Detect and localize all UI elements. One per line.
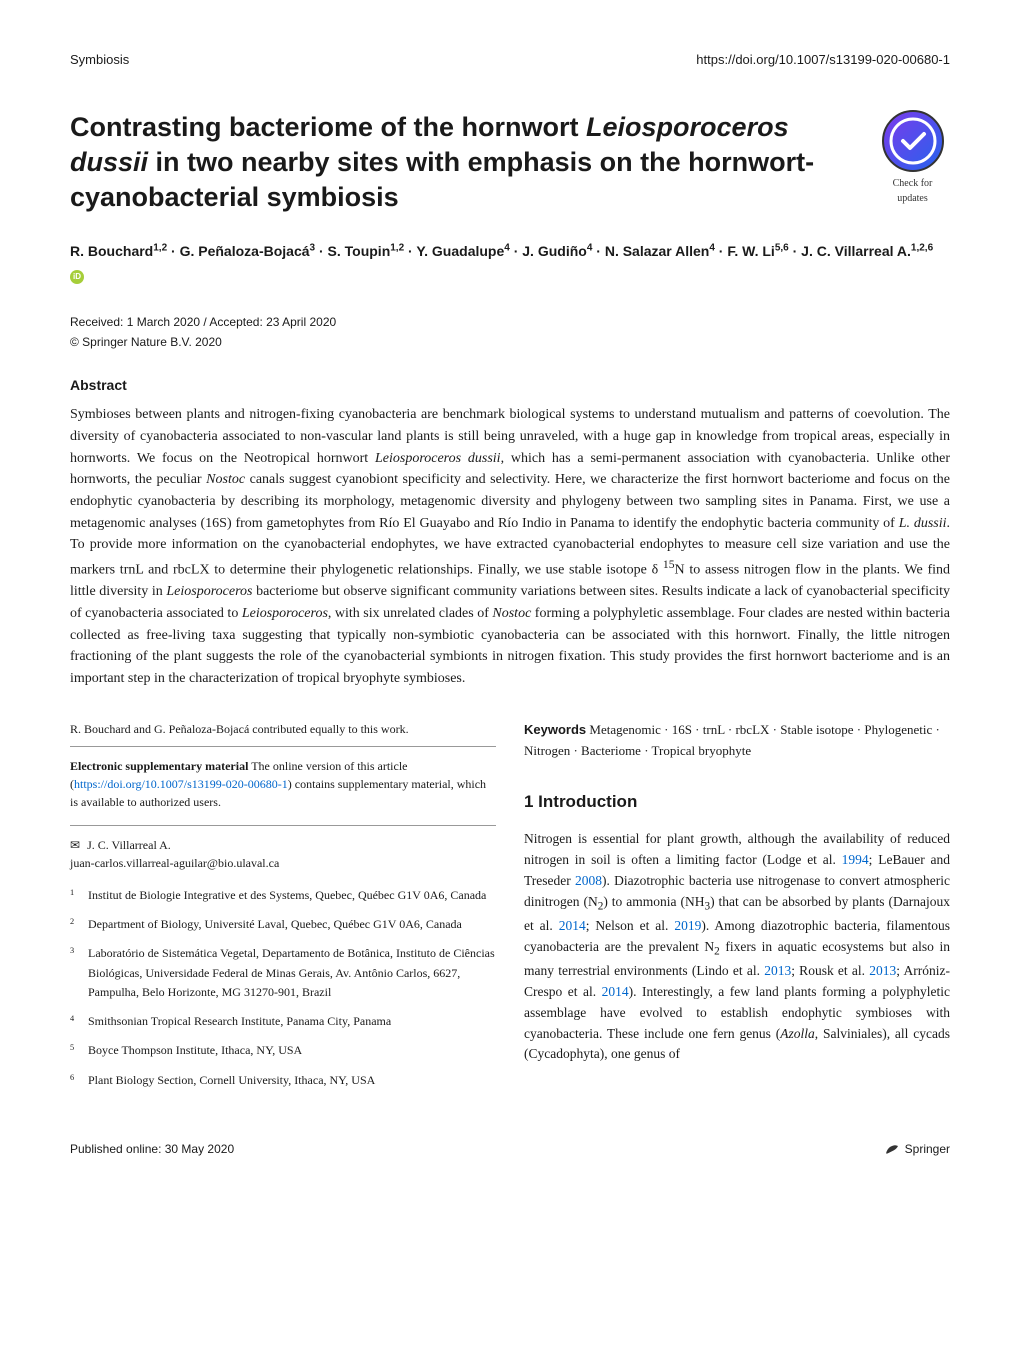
supplementary-material-note: Electronic supplementary material The on…: [70, 757, 496, 811]
affiliation-item: 2Department of Biology, Université Laval…: [70, 915, 496, 934]
affiliation-item: 6Plant Biology Section, Cornell Universi…: [70, 1071, 496, 1090]
affiliation-number: 3: [70, 944, 88, 1002]
affiliations-list: 1Institut de Biologie Integrative et des…: [70, 886, 496, 1090]
keywords-heading: Keywords: [524, 722, 586, 737]
affiliation-text: Boyce Thompson Institute, Ithaca, NY, US…: [88, 1041, 496, 1060]
affiliation-text: Smithsonian Tropical Research Institute,…: [88, 1012, 496, 1031]
right-column: Keywords Metagenomic · 16S · trnL · rbcL…: [524, 720, 950, 1100]
article-title: Contrasting bacteriome of the hornwort L…: [70, 110, 845, 215]
abstract-text: Symbioses between plants and nitrogen-fi…: [70, 404, 950, 690]
affiliation-number: 5: [70, 1041, 88, 1060]
springer-horse-icon: [883, 1140, 901, 1158]
journal-name: Symbiosis: [70, 50, 129, 70]
keywords-list: Metagenomic · 16S · trnL · rbcLX · Stabl…: [524, 722, 940, 758]
publisher-name: Springer: [905, 1140, 950, 1158]
journal-header: Symbiosis https://doi.org/10.1007/s13199…: [70, 50, 950, 70]
title-row: Contrasting bacteriome of the hornwort L…: [70, 110, 950, 215]
affiliation-text: Laboratório de Sistemática Vegetal, Depa…: [88, 944, 496, 1002]
affiliation-text: Plant Biology Section, Cornell Universit…: [88, 1071, 496, 1090]
left-column: R. Bouchard and G. Peñaloza-Bojacá contr…: [70, 720, 496, 1100]
supp-doi-link[interactable]: https://doi.org/10.1007/s13199-020-00680…: [74, 777, 288, 791]
affiliation-text: Institut de Biologie Integrative et des …: [88, 886, 496, 905]
copyright-line: © Springer Nature B.V. 2020: [70, 333, 950, 351]
doi-line: https://doi.org/10.1007/s13199-020-00680…: [696, 50, 950, 70]
author-list: R. Bouchard1,2 · G. Peñaloza-Bojacá3 · S…: [70, 239, 950, 289]
abstract-heading: Abstract: [70, 375, 950, 396]
crossmark-icon: [882, 110, 944, 172]
mail-icon: ✉: [70, 838, 80, 852]
check-for-updates-badge[interactable]: Check for updates: [875, 110, 950, 206]
check-updates-text1: Check for: [893, 176, 933, 191]
affiliation-text: Department of Biology, Université Laval,…: [88, 915, 496, 934]
introduction-text: Nitrogen is essential for plant growth, …: [524, 829, 950, 1066]
supp-heading: Electronic supplementary material: [70, 759, 248, 773]
check-updates-text2: updates: [897, 191, 928, 206]
page-footer: Published online: 30 May 2020 Springer: [70, 1140, 950, 1158]
corr-email: juan-carlos.villarreal-aguilar@bio.ulava…: [70, 854, 496, 872]
corr-name: J. C. Villarreal A.: [87, 838, 171, 852]
affiliation-item: 4Smithsonian Tropical Research Institute…: [70, 1012, 496, 1031]
two-column-layout: R. Bouchard and G. Peñaloza-Bojacá contr…: [70, 720, 950, 1100]
affiliation-item: 3Laboratório de Sistemática Vegetal, Dep…: [70, 944, 496, 1002]
affiliation-item: 1Institut de Biologie Integrative et des…: [70, 886, 496, 905]
affiliation-number: 1: [70, 886, 88, 905]
affiliation-number: 6: [70, 1071, 88, 1090]
springer-logo: Springer: [883, 1140, 950, 1158]
keywords-block: Keywords Metagenomic · 16S · trnL · rbcL…: [524, 720, 950, 762]
orcid-icon[interactable]: [70, 270, 84, 284]
dates-line: Received: 1 March 2020 / Accepted: 23 Ap…: [70, 313, 950, 331]
introduction-heading: 1 Introduction: [524, 789, 950, 815]
affiliation-number: 4: [70, 1012, 88, 1031]
equal-contribution-note: R. Bouchard and G. Peñaloza-Bojacá contr…: [70, 720, 496, 747]
affiliation-item: 5Boyce Thompson Institute, Ithaca, NY, U…: [70, 1041, 496, 1060]
authors-text: R. Bouchard1,2 · G. Peñaloza-Bojacá3 · S…: [70, 243, 933, 259]
published-online: Published online: 30 May 2020: [70, 1140, 234, 1158]
corresponding-author: ✉ J. C. Villarreal A. juan-carlos.villar…: [70, 825, 496, 872]
affiliation-number: 2: [70, 915, 88, 934]
